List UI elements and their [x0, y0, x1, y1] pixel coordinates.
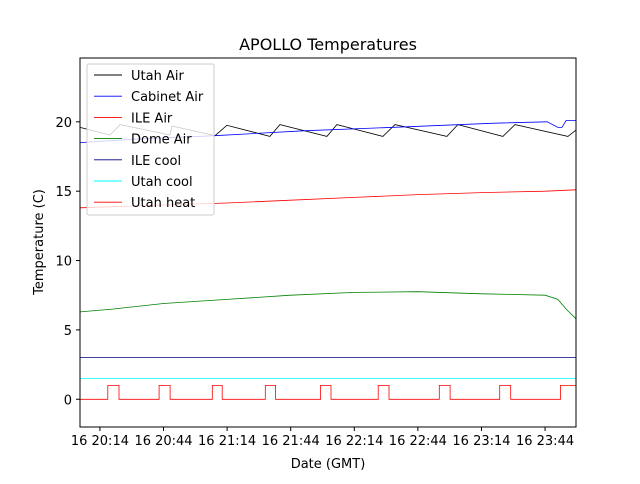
y-axis-label: Temperature (C) [32, 189, 47, 296]
x-tick-label: 16 23:44 [516, 434, 574, 449]
legend-entry: Utah cool [94, 175, 193, 190]
y-tick-label: 10 [55, 255, 72, 270]
series-line-utah-heat [80, 385, 576, 400]
x-tick-label: 16 23:14 [452, 434, 510, 449]
x-axis: 16 20:14 16 20:44 16 21:14 16 21:44 16 22:14… [71, 427, 574, 449]
legend-entry: ILE Air [94, 111, 173, 126]
legend-box [86, 63, 215, 216]
x-tick-label: 16 22:14 [325, 434, 383, 449]
y-tick-label: 20 [55, 116, 72, 131]
series-line-dome-air [79, 291, 577, 320]
legend-entry: Utah heat [94, 196, 195, 211]
legend-label: Utah cool [131, 175, 193, 190]
legend-entry: Utah Air [94, 69, 184, 84]
y-tick-label: 0 [64, 393, 72, 408]
x-tick-label: 16 20:44 [134, 434, 192, 449]
legend-label: ILE Air [131, 111, 173, 126]
legend-label: ILE cool [131, 154, 181, 169]
plot-frame [79, 57, 577, 428]
x-tick-label: 16 22:44 [389, 434, 447, 449]
legend-entry: ILE cool [94, 154, 181, 169]
legend-label: Dome Air [131, 133, 192, 148]
legend-entry: Cabinet Air [94, 90, 204, 105]
x-tick-label: 16 20:14 [71, 434, 129, 449]
x-tick-label: 16 21:44 [262, 434, 320, 449]
legend-label: Utah Air [131, 69, 184, 84]
legend-label: Cabinet Air [131, 90, 204, 105]
legend-label: Utah heat [131, 196, 195, 211]
y-tick-label: 15 [55, 185, 72, 200]
legend-entry: Dome Air [94, 133, 192, 148]
x-axis-label: Date (GMT) [291, 457, 366, 472]
y-tick-label: 5 [64, 324, 72, 339]
legend: Utah Air Cabinet Air ILE Air Dome Air ILE co… [86, 63, 215, 216]
y-axis: 0 5 10 15 20 [55, 116, 80, 408]
chart-title: APOLLO Temperatures [239, 35, 417, 54]
x-tick-label: 16 21:14 [198, 434, 256, 449]
